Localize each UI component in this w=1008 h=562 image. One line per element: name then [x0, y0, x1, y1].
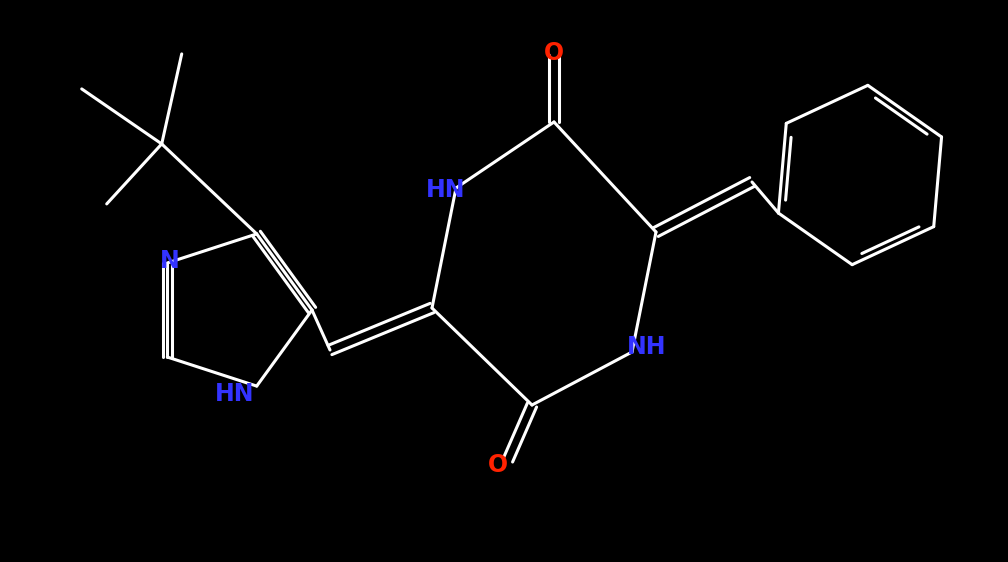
Text: O: O [544, 41, 564, 65]
Text: HN: HN [215, 382, 254, 406]
Text: N: N [159, 249, 179, 273]
Text: NH: NH [627, 335, 666, 359]
Text: O: O [488, 453, 508, 477]
Text: HN: HN [426, 178, 466, 202]
